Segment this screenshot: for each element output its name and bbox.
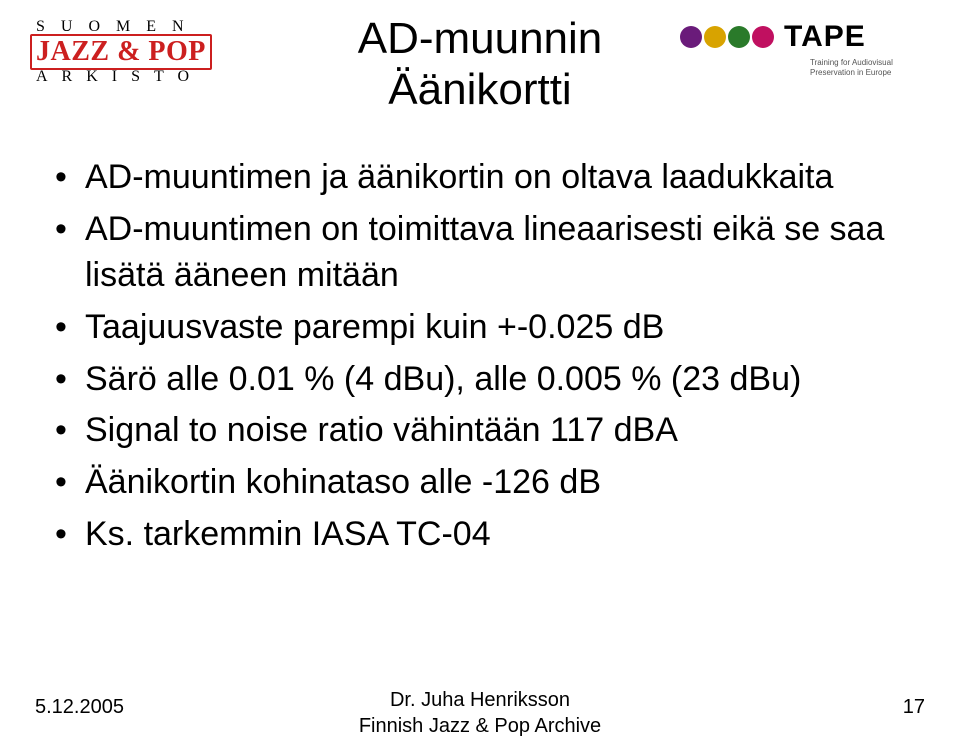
bullet-item: Ks. tarkemmin IASA TC-04 [55, 512, 905, 558]
bullet-item: AD-muuntimen on toimittava lineaarisesti… [55, 207, 905, 299]
bullet-list: AD-muuntimen ja äänikortin on oltava laa… [55, 155, 905, 558]
footer-author: Dr. Juha Henriksson Finnish Jazz & Pop A… [0, 687, 960, 739]
title-line1: AD-muunnin [358, 14, 603, 63]
footer-author-line2: Finnish Jazz & Pop Archive [359, 715, 601, 737]
bullet-item: Taajuusvaste parempi kuin +-0.025 dB [55, 305, 905, 351]
footer-page: 17 [903, 696, 925, 719]
slide: SUOMEN JAZZ & POP ARKISTO TAPE Training … [0, 0, 960, 749]
footer-author-line1: Dr. Juha Henriksson [390, 689, 570, 711]
slide-content: AD-muuntimen ja äänikortin on oltava laa… [55, 155, 905, 564]
bullet-item: Signal to noise ratio vähintään 117 dBA [55, 408, 905, 454]
bullet-item: Särö alle 0.01 % (4 dBu), alle 0.005 % (… [55, 357, 905, 403]
bullet-item: AD-muuntimen ja äänikortin on oltava laa… [55, 155, 905, 201]
slide-title: AD-muunnin Äänikortti [0, 14, 960, 115]
bullet-item: Äänikortin kohinataso alle -126 dB [55, 460, 905, 506]
title-line2: Äänikortti [388, 65, 571, 114]
